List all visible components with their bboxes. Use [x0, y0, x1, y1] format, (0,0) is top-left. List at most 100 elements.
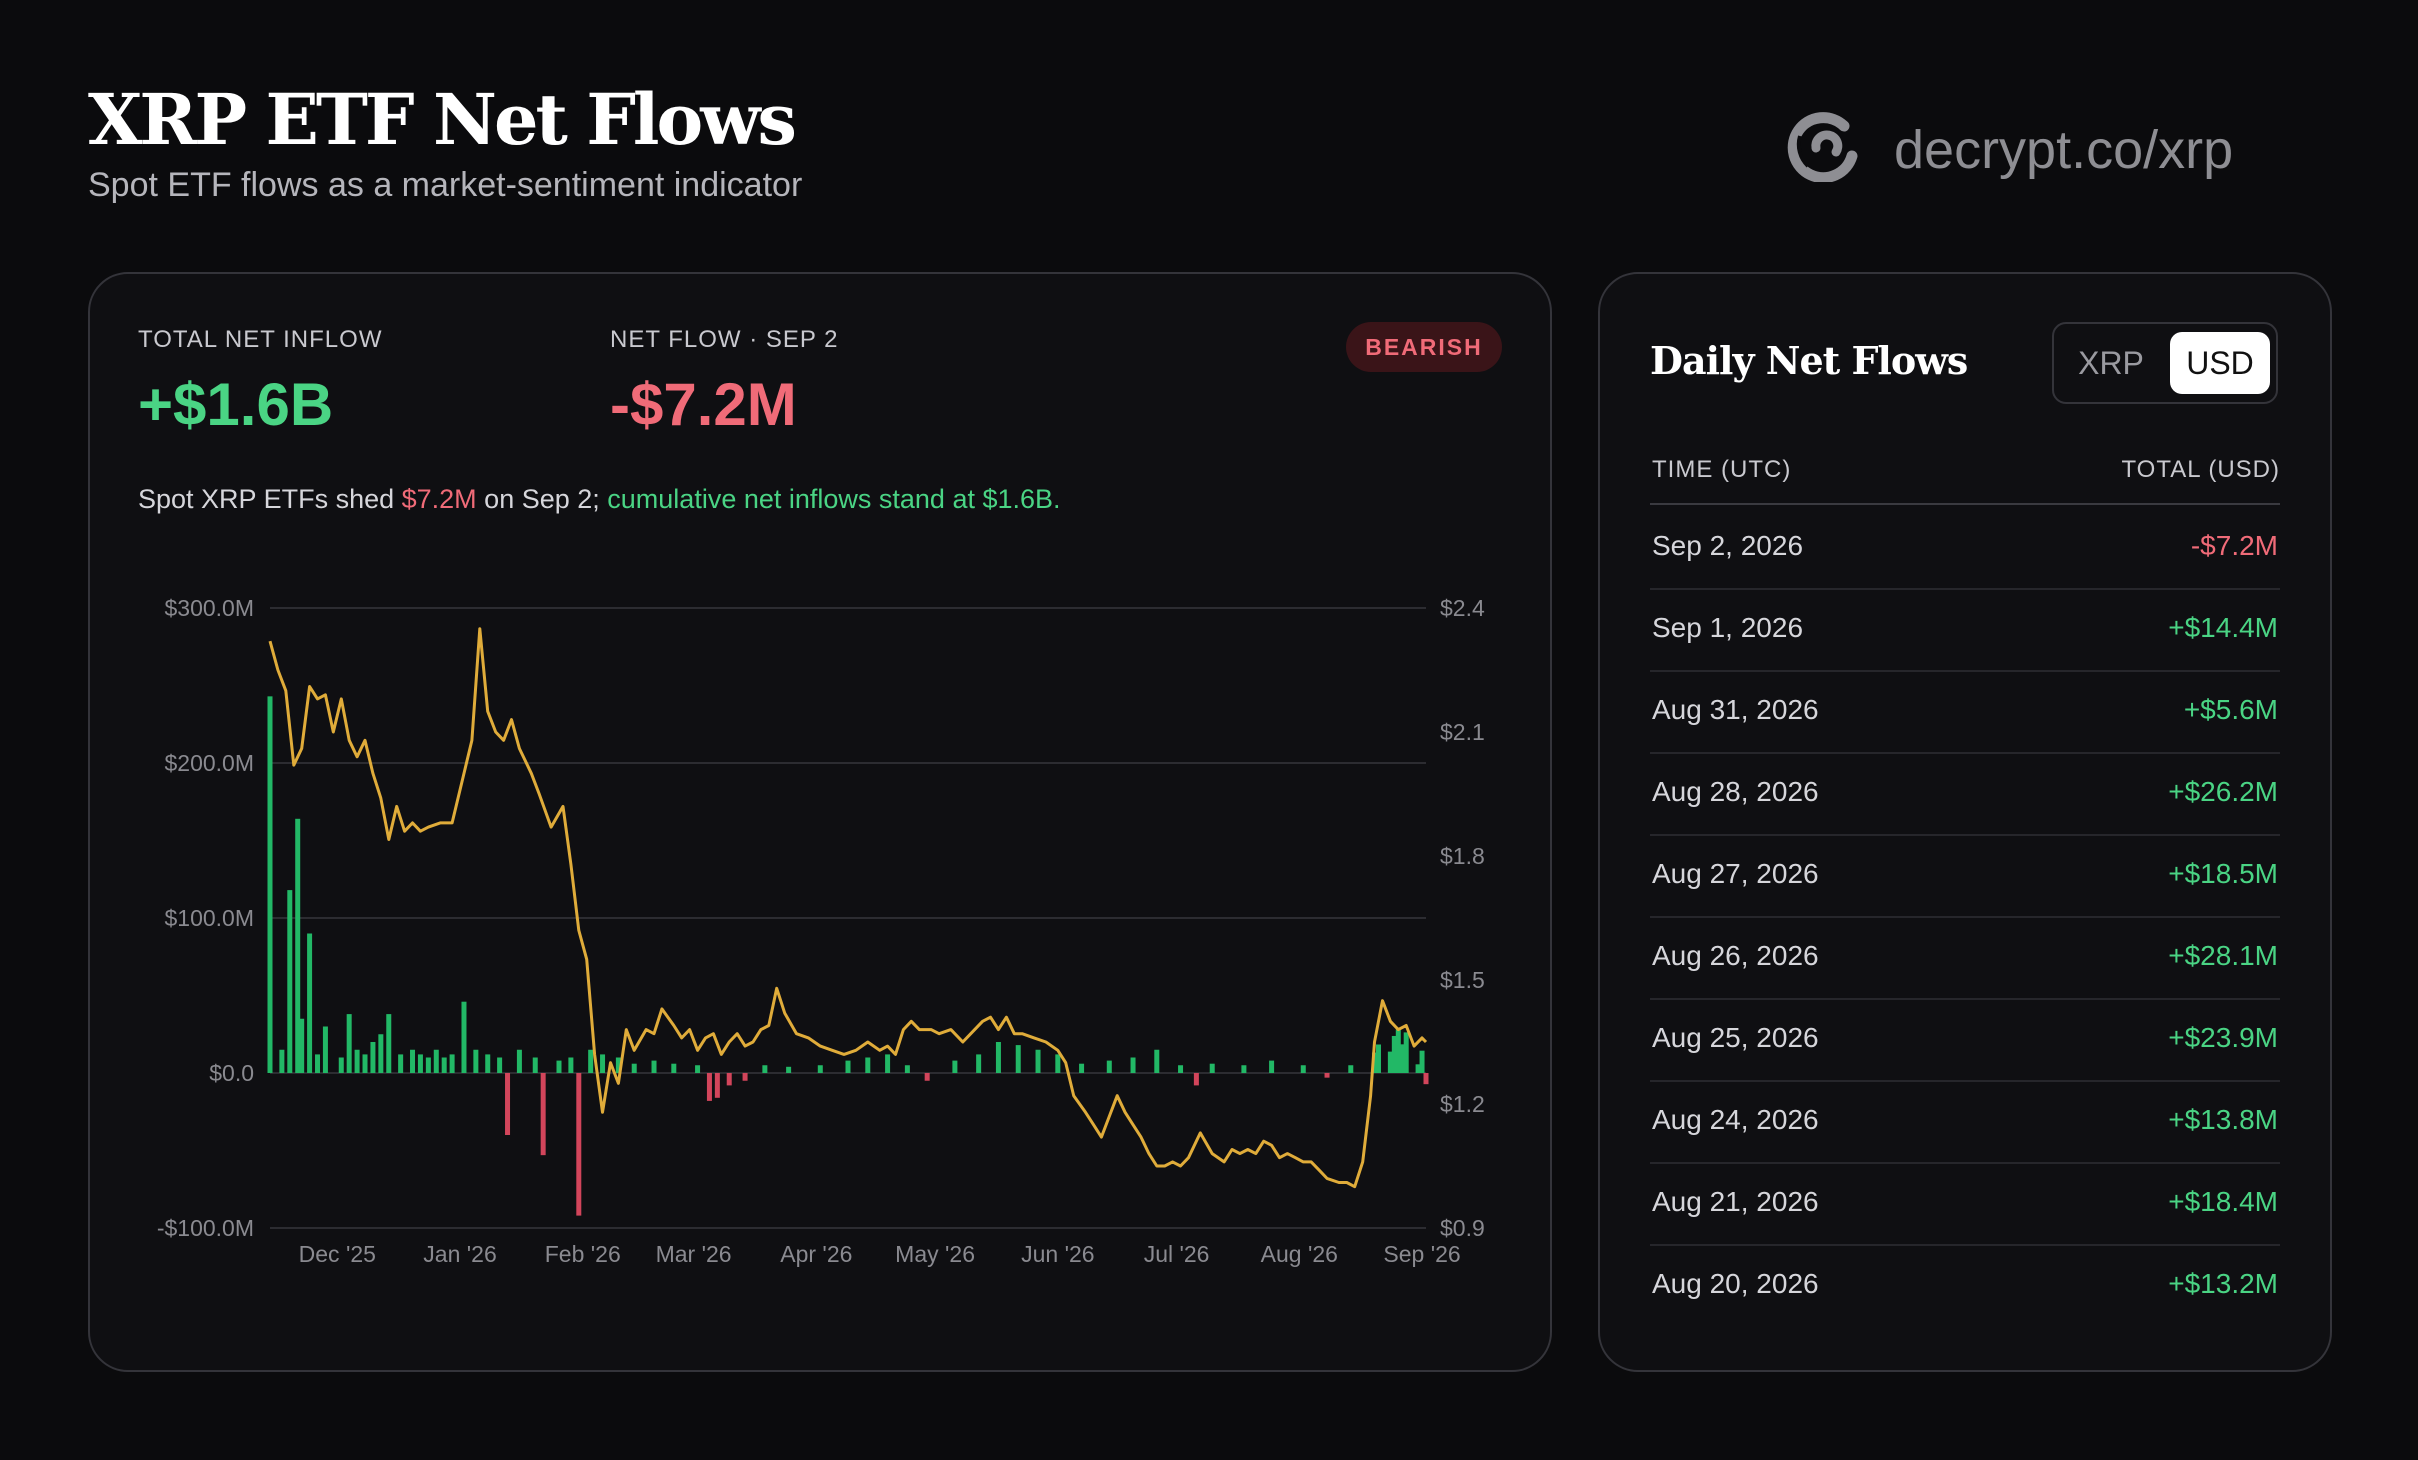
flow-bar — [976, 1054, 982, 1073]
flow-bar — [267, 696, 273, 1073]
flow-bar — [532, 1057, 538, 1073]
toggle-xrp[interactable]: XRP — [2078, 344, 2144, 381]
flow-bar — [695, 1065, 701, 1073]
flow-bar — [651, 1060, 657, 1073]
decrypt-logo-icon — [1786, 112, 1866, 187]
flow-bar — [378, 1034, 384, 1073]
table-row: Sep 1, 2026 +$14.4M — [1650, 588, 2280, 672]
flow-bar — [1154, 1049, 1160, 1073]
table-row: Aug 26, 2026 +$28.1M — [1650, 916, 2280, 1000]
flow-bar — [398, 1054, 404, 1073]
flow-bar — [885, 1054, 891, 1073]
flow-bar — [1403, 1032, 1409, 1073]
table-row: Aug 27, 2026 +$18.5M — [1650, 834, 2280, 918]
flow-bar — [425, 1057, 431, 1073]
flows-chart: $300.0M $200.0M $100.0M $0.0 -$100.0M $2.4 $2.… — [157, 595, 1485, 1267]
y-right-tick-label: $1.2 — [1440, 1091, 1485, 1117]
x-tick-label: Jun '26 — [1021, 1241, 1094, 1267]
flows-chart-card: TOTAL NET INFLOW +$1.6B NET FLOW · SEP 2… — [88, 272, 1552, 1372]
flow-bar — [995, 1042, 1001, 1073]
day-flow-value: -$7.2M — [610, 371, 797, 438]
flow-bar — [924, 1073, 930, 1081]
table-row: Aug 28, 2026 +$26.2M — [1650, 752, 2280, 836]
flow-bar — [346, 1014, 352, 1073]
y-right-tick-label: $1.8 — [1440, 843, 1485, 869]
page-subtitle: Spot ETF flows as a market-sentiment ind… — [88, 166, 803, 204]
flow-bar — [556, 1060, 562, 1073]
flow-bar — [461, 1001, 467, 1073]
y-left-tick-label: $0.0 — [209, 1060, 254, 1086]
flow-bar — [714, 1073, 720, 1098]
flow-bar — [952, 1060, 958, 1073]
table-row: Sep 2, 2026 -$7.2M — [1650, 506, 2280, 590]
flow-bar — [1209, 1063, 1215, 1073]
flow-bar — [1055, 1054, 1061, 1073]
flow-bar — [1415, 1064, 1421, 1073]
summary-part-3: on Sep 2; — [476, 484, 608, 514]
flow-bar — [338, 1057, 344, 1073]
flow-bar — [322, 1026, 328, 1073]
flow-bar — [1035, 1049, 1041, 1073]
y-right-tick-label: $1.5 — [1440, 967, 1485, 993]
flow-bar — [1387, 1051, 1393, 1073]
x-tick-label: May '26 — [895, 1241, 975, 1267]
row-date: Aug 28, 2026 — [1652, 776, 1819, 807]
table-row: Aug 20, 2026 +$13.2M — [1650, 1244, 2280, 1326]
summary-part-1: Spot XRP ETFs shed — [138, 484, 402, 514]
flow-bar — [631, 1063, 637, 1073]
unit-toggle: XRP USD — [2052, 322, 2278, 404]
sentiment-badge: BEARISH — [1346, 322, 1502, 372]
flow-bar — [1130, 1057, 1136, 1073]
flow-bar — [1391, 1035, 1397, 1073]
flow-bar — [485, 1054, 491, 1073]
x-tick-label: Jul '26 — [1144, 1241, 1210, 1267]
flow-bar — [568, 1057, 574, 1073]
column-header-time: TIME (UTC) — [1652, 456, 1792, 483]
flow-bar — [287, 890, 293, 1073]
flow-bar — [505, 1073, 511, 1135]
row-value: +$14.4M — [2168, 612, 2278, 643]
summary-part-4: cumulative net inflows stand at — [607, 484, 983, 514]
flow-bar — [1241, 1065, 1247, 1073]
flow-bar — [1375, 1044, 1381, 1073]
row-value: +$18.4M — [2168, 1186, 2278, 1217]
flow-bar — [742, 1073, 748, 1081]
flow-bar — [1419, 1050, 1425, 1073]
daily-flows-card: Daily Net Flows XRP USD TIME (UTC) TOTAL… — [1598, 272, 2332, 1372]
x-tick-label: Apr '26 — [780, 1241, 852, 1267]
row-date: Sep 2, 2026 — [1652, 530, 1804, 561]
flow-bar — [315, 1054, 321, 1073]
flow-bar — [1395, 1029, 1401, 1073]
y-left-tick-label: -$100.0M — [157, 1215, 254, 1241]
x-tick-label: Sep '26 — [1383, 1241, 1460, 1267]
row-value: -$7.2M — [2190, 530, 2278, 561]
y-left-tick-label: $200.0M — [164, 750, 254, 776]
flow-bar — [433, 1049, 439, 1073]
y-right-tick-label: $0.9 — [1440, 1215, 1485, 1241]
flow-bar — [865, 1057, 871, 1073]
flow-bar — [588, 1049, 594, 1073]
row-date: Sep 1, 2026 — [1652, 612, 1804, 643]
flow-bar — [370, 1042, 376, 1073]
row-date: Aug 21, 2026 — [1652, 1186, 1819, 1217]
toggle-usd[interactable]: USD — [2170, 332, 2270, 394]
flow-bar — [540, 1073, 546, 1156]
x-tick-label: Feb '26 — [545, 1241, 621, 1267]
y-right-tick-label: $2.4 — [1440, 595, 1485, 621]
brand-link[interactable]: decrypt.co/xrp — [1786, 112, 2233, 187]
flow-bar — [1348, 1065, 1354, 1073]
row-value: +$26.2M — [2168, 776, 2278, 807]
flow-bar — [904, 1065, 910, 1073]
flow-bar — [786, 1066, 792, 1073]
row-value: +$18.5M — [2168, 858, 2278, 889]
flow-bar — [762, 1065, 768, 1073]
day-flow-label: NET FLOW · SEP 2 — [610, 326, 839, 353]
column-header-total: TOTAL (USD) — [2121, 456, 2280, 483]
row-value: +$13.2M — [2168, 1268, 2278, 1299]
flow-bar — [671, 1063, 677, 1073]
x-tick-label: Dec '25 — [299, 1241, 376, 1267]
total-inflow-value: +$1.6B — [138, 371, 334, 438]
flow-bar — [1300, 1065, 1306, 1073]
flow-bar — [362, 1054, 368, 1073]
flow-bar — [354, 1049, 360, 1073]
